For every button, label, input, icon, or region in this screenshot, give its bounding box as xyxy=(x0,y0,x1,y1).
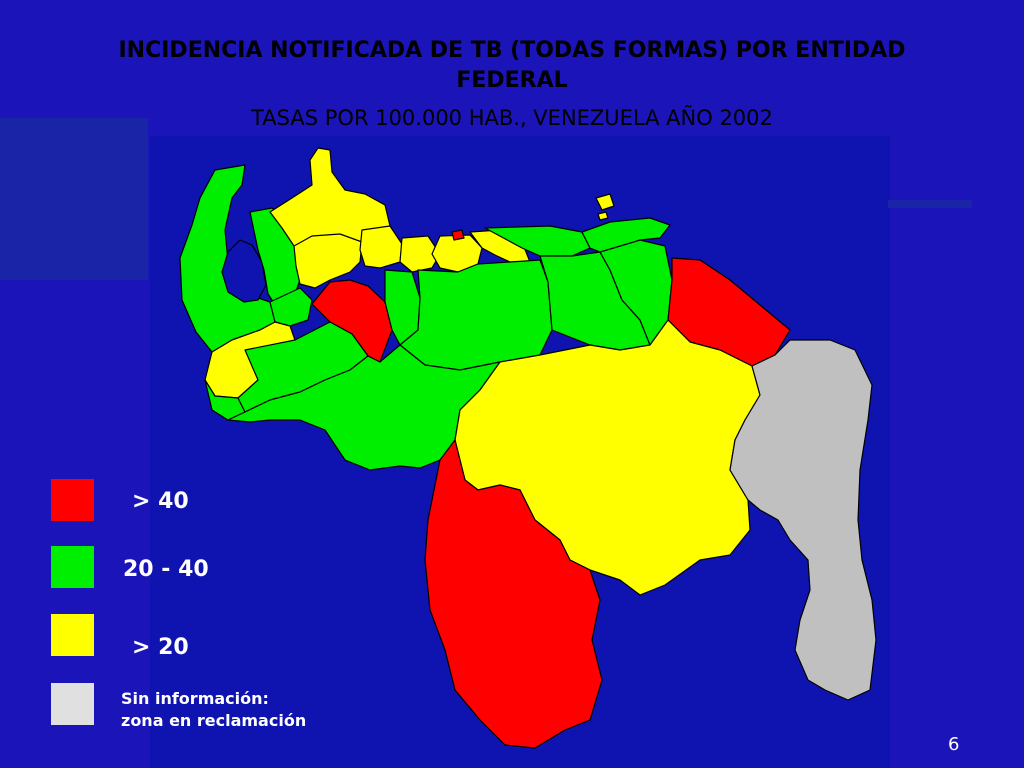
legend-label-medium: 20 - 40 xyxy=(123,557,209,582)
slide-subtitle: TASAS POR 100.000 HAB., VENEZUELA AÑO 20… xyxy=(251,106,773,130)
slide-title: INCIDENCIA NOTIFICADA DE TB (TODAS FORMA… xyxy=(118,38,906,93)
legend-label-high: > 40 xyxy=(132,489,189,514)
legend-swatch-no-data xyxy=(51,683,94,725)
region-island-1 xyxy=(597,211,609,221)
legend-swatch-low xyxy=(51,614,94,656)
region-carabobo xyxy=(399,235,441,273)
region-guayana-esequiba xyxy=(729,339,877,701)
region-amazonas xyxy=(424,439,603,749)
page-number: 6 xyxy=(948,734,960,755)
legend-label-no-data-line1: Sin información: xyxy=(121,689,269,708)
region-sucre xyxy=(581,217,671,253)
region-miranda xyxy=(484,225,591,257)
legend-swatch-medium xyxy=(51,546,94,588)
region-lara xyxy=(293,233,363,289)
region-yaracuy xyxy=(359,225,403,269)
decorative-right-line xyxy=(888,200,972,208)
region-nueva-esparta xyxy=(595,193,615,211)
lake-maracaibo xyxy=(221,239,267,303)
legend-swatch-high xyxy=(51,479,94,521)
region-guarico xyxy=(399,259,553,371)
region-vargas xyxy=(451,229,465,241)
legend-label-no-data-line2: zona en reclamación xyxy=(121,711,307,730)
legend-label-low: > 20 xyxy=(132,635,189,660)
decorative-left-block xyxy=(0,118,148,280)
legend-label-no-data: Sin información: zona en reclamación xyxy=(121,688,306,732)
